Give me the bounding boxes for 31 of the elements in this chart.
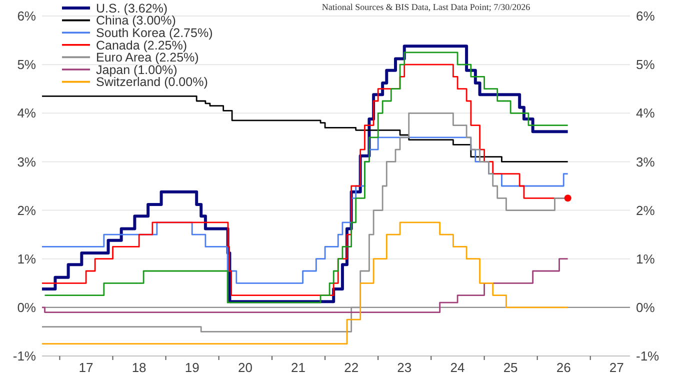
y-tick-label: 6%	[17, 8, 36, 24]
x-tick-label: 20	[238, 360, 252, 375]
legend-label: Canada (2.25%)	[96, 38, 188, 52]
x-tick-label: 17	[78, 360, 94, 375]
y-tick-label: 2%	[17, 202, 36, 218]
y-tick-label: 0%	[17, 300, 36, 315]
y2-tick-label: 6%	[636, 8, 656, 24]
x-tick-label: 22	[344, 360, 359, 375]
y2-tick-label: 5%	[636, 57, 656, 72]
y2-tick-label: 0%	[636, 300, 656, 315]
y2-tick-label: 1%	[636, 251, 656, 266]
text: National Sources & BIS Data, Last Data Point; 7/30/2026	[322, 2, 531, 12]
x-tick-label: 19	[184, 360, 200, 375]
y-tick-label: 1%	[17, 251, 36, 266]
x-tick-label: 23	[397, 360, 412, 375]
x-tick-label: 18	[132, 360, 146, 375]
x-tick-label: 25	[503, 360, 518, 375]
y-tick-label: 4%	[17, 106, 36, 121]
legend-label: Japan (1.00%)	[96, 62, 178, 77]
y-tick-label: 3%	[17, 154, 36, 170]
legend-label: U.S. (3.62%)	[96, 1, 168, 16]
x-tick-label: 24	[450, 360, 465, 375]
y2-tick-label: -1%	[636, 348, 660, 364]
y2-tick-label: 3%	[636, 154, 656, 170]
x-tick-label: 21	[291, 360, 306, 375]
y-tick-label: -1%	[12, 348, 36, 364]
x-tick-label: 26	[556, 360, 571, 375]
y2-tick-label: 4%	[636, 106, 656, 121]
y2-tick-label: 2%	[636, 202, 656, 218]
y-tick-label: 5%	[17, 57, 36, 72]
x-tick-label: 27	[609, 360, 624, 375]
